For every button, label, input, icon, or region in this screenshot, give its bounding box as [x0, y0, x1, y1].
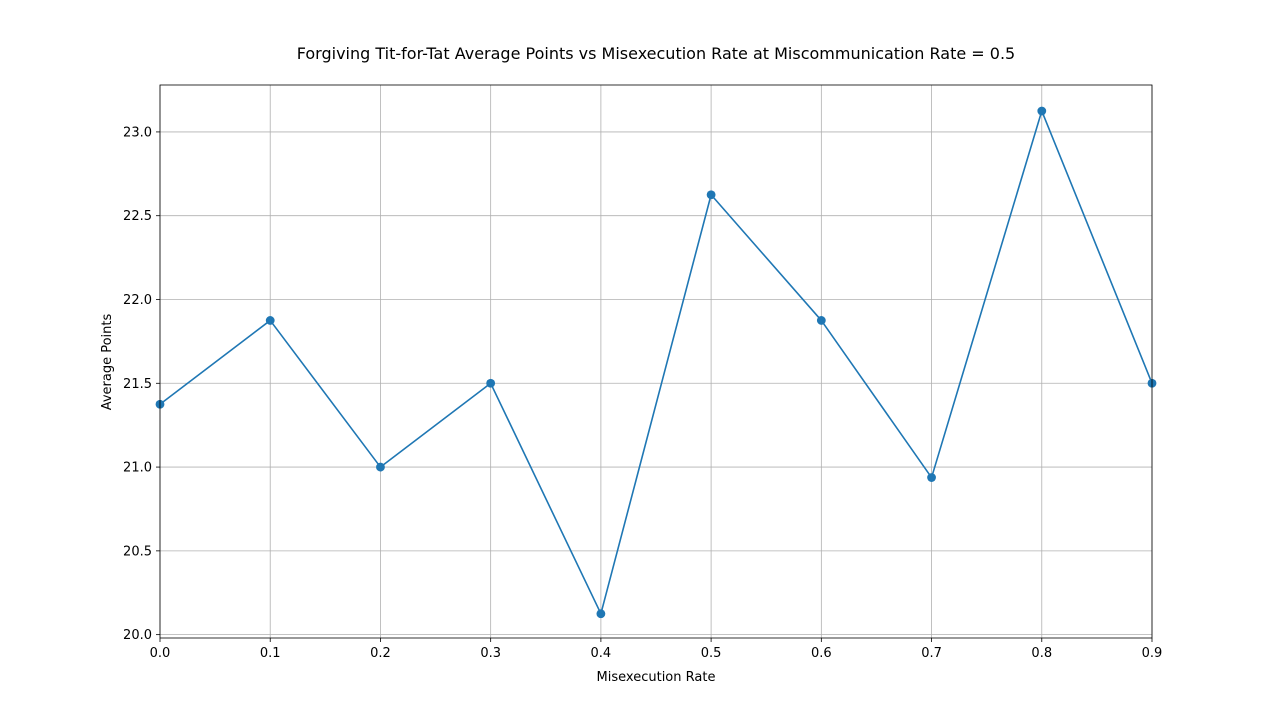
- y-tick-label: 22.5: [123, 209, 152, 224]
- x-tick-label: 0.5: [701, 646, 722, 661]
- series: [155, 106, 1157, 619]
- y-tick-label: 21.5: [123, 377, 152, 392]
- x-tick-label: 0.3: [480, 646, 501, 661]
- x-tick-label: 0.1: [260, 646, 281, 661]
- y-tick-label: 21.0: [123, 461, 152, 476]
- x-tick-label: 0.0: [150, 646, 171, 661]
- chart-title: Forgiving Tit-for-Tat Average Points vs …: [297, 44, 1015, 63]
- x-tick-label: 0.8: [1031, 646, 1052, 661]
- x-tick-label: 0.2: [370, 646, 391, 661]
- data-point: [265, 316, 275, 325]
- data-point: [927, 473, 936, 482]
- data-point: [706, 190, 716, 200]
- y-tick-label: 22.0: [123, 293, 152, 308]
- plot-frame: [159, 84, 1153, 639]
- x-axis-label: Misexecution Rate: [597, 670, 716, 685]
- y-axis-label: Average Points: [100, 313, 115, 410]
- x-tick-label: 0.6: [811, 646, 832, 661]
- ticks: 0.0 0.1 0.2 0.3 0.4 0.5 0.6 0.7 0.8 0.9 20.0 20.5 21…: [123, 125, 1162, 661]
- x-tick-label: 0.4: [591, 646, 612, 661]
- data-point: [596, 609, 606, 619]
- data-point: [1037, 106, 1047, 116]
- data-point: [376, 462, 385, 472]
- grid: [159, 85, 1153, 638]
- y-tick-label: 20.0: [123, 628, 152, 643]
- y-tick-label: 20.5: [123, 544, 152, 559]
- data-point: [486, 378, 496, 388]
- x-tick-label: 0.7: [921, 646, 942, 661]
- x-tick-label: 0.9: [1142, 646, 1163, 661]
- data-point: [816, 316, 826, 325]
- series-line: [159, 110, 1153, 615]
- y-tick-label: 23.0: [123, 125, 152, 140]
